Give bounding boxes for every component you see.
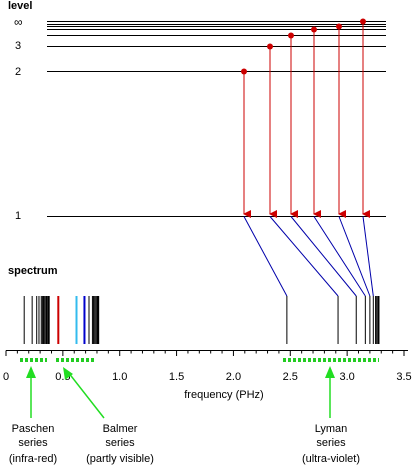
- balmer-label: Balmer series (partly visible): [86, 423, 154, 465]
- axis-tick-label: 2.5: [283, 371, 298, 383]
- axis-tick-label: 3.0: [339, 371, 354, 383]
- lyman-label-note: (ultra-violet): [302, 453, 360, 465]
- level-label-3: 3: [15, 40, 21, 52]
- balmer-pointer-head: [63, 367, 73, 380]
- connector-line: [269, 216, 339, 297]
- level-label-infinity: ∞: [14, 15, 23, 29]
- lyman-label: Lyman series (ultra-violet): [302, 423, 360, 465]
- spectrum-title: spectrum: [8, 265, 58, 277]
- connector-line: [338, 216, 371, 297]
- paschen-label-line2: series: [18, 437, 48, 449]
- level-label-2: 2: [15, 66, 21, 78]
- balmer-pointer: [67, 371, 105, 419]
- connector-lines: [243, 216, 374, 297]
- balmer-label-line2: series: [105, 437, 135, 449]
- paschen-label: Paschen series (infra-red): [9, 423, 57, 465]
- lyman-label-line1: Lyman: [315, 423, 348, 435]
- balmer-label-note: (partly visible): [86, 453, 154, 465]
- axis-tick-label: 1.5: [169, 371, 184, 383]
- axis-label: frequency (PHz): [184, 389, 263, 401]
- axis-ticks: 0 0.5 1.0 1.5 2.0 2.5 3.0 3.5: [3, 350, 412, 383]
- transition-arrows: [241, 18, 370, 218]
- connector-line: [313, 216, 366, 297]
- axis-tick-label: 1.0: [112, 371, 127, 383]
- axis-tick-label: 2.0: [226, 371, 241, 383]
- level-title: level: [8, 0, 32, 12]
- connector-line: [290, 216, 357, 297]
- paschen-label-note: (infra-red): [9, 453, 57, 465]
- connector-line: [362, 216, 374, 297]
- balmer-label-line1: Balmer: [103, 423, 138, 435]
- paschen-pointer-head: [26, 366, 36, 378]
- axis-tick-label: 0: [3, 371, 9, 383]
- lyman-label-line2: series: [316, 437, 346, 449]
- energy-levels: [47, 21, 386, 217]
- connector-line: [243, 216, 288, 297]
- frequency-axis: 0 0.5 1.0 1.5 2.0 2.5 3.0 3.5 frequency (PHz): [3, 350, 412, 401]
- level-label-1: 1: [15, 210, 21, 222]
- lyman-pointer-head: [325, 366, 335, 378]
- axis-tick-label: 3.5: [396, 371, 411, 383]
- paschen-label-line1: Paschen: [12, 423, 55, 435]
- annotation-arrows: [26, 366, 335, 419]
- spectrum-lines: [23, 296, 380, 344]
